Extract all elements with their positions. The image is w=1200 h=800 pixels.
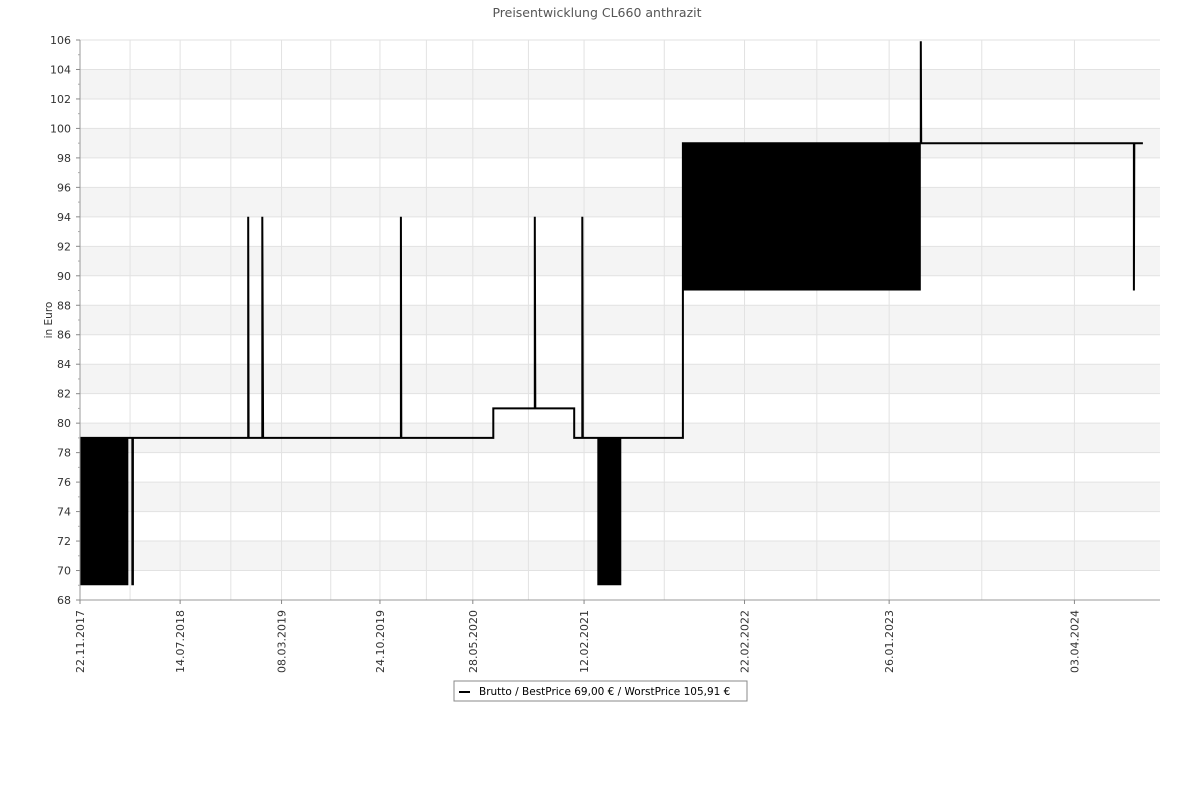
y-tick-label: 106 bbox=[50, 34, 71, 47]
x-axis-ticks: 22.11.2017 14.07.2018 08.03.2019 24.10.2019… bbox=[74, 600, 1081, 673]
price-fluctuation-band bbox=[597, 437, 622, 586]
price-fluctuation-band bbox=[80, 437, 129, 586]
price-fluctuation-band bbox=[131, 437, 134, 586]
grid-band bbox=[80, 364, 1160, 394]
grid-band bbox=[80, 305, 1160, 335]
x-tick-label: 12.02.2021 bbox=[578, 610, 591, 673]
x-tick-label: 28.05.2020 bbox=[467, 610, 480, 673]
x-tick-label: 03.04.2024 bbox=[1068, 610, 1081, 673]
legend-box bbox=[453, 680, 748, 702]
y-tick-label: 96 bbox=[57, 181, 71, 194]
legend: Brutto / BestPrice 69,00 € / WorstPrice … bbox=[453, 680, 748, 702]
y-tick-label: 98 bbox=[57, 152, 71, 165]
y-tick-label: 68 bbox=[57, 594, 71, 607]
x-tick-label: 14.07.2018 bbox=[174, 610, 187, 673]
y-tick-label: 86 bbox=[57, 329, 71, 342]
chart-title: Preisentwicklung CL660 anthrazit bbox=[492, 5, 701, 20]
y-tick-label: 92 bbox=[57, 240, 71, 253]
grid-band bbox=[80, 69, 1160, 99]
grid-band bbox=[80, 246, 1160, 276]
y-tick-label: 94 bbox=[57, 211, 71, 224]
y-tick-label: 70 bbox=[57, 565, 71, 578]
y-tick-label: 82 bbox=[57, 388, 71, 401]
y-tick-label: 90 bbox=[57, 270, 71, 283]
x-tick-label: 24.10.2019 bbox=[374, 610, 387, 673]
price-series bbox=[80, 41, 1143, 586]
y-tick-label: 74 bbox=[57, 506, 71, 519]
y-tick-label: 78 bbox=[57, 447, 71, 460]
y-tick-label: 80 bbox=[57, 417, 71, 430]
y-tick-label: 102 bbox=[50, 93, 71, 106]
y-tick-label: 88 bbox=[57, 299, 71, 312]
alternating-bands bbox=[80, 69, 1160, 571]
y-axis-ticks: 68 70 72 74 76 78 80 82 84 86 88 90 92 94 96 98 100 102 10… bbox=[50, 34, 80, 607]
grid-band bbox=[80, 187, 1160, 217]
y-axis-label: in Euro bbox=[43, 302, 55, 339]
x-tick-label: 08.03.2019 bbox=[276, 610, 289, 673]
x-tick-label: 22.02.2022 bbox=[739, 610, 752, 673]
price-line bbox=[80, 41, 1143, 439]
y-tick-label: 76 bbox=[57, 476, 71, 489]
y-tick-label: 84 bbox=[57, 358, 71, 371]
x-tick-label: 26.01.2023 bbox=[883, 610, 896, 673]
legend-entry: Brutto / BestPrice 69,00 € / WorstPrice … bbox=[479, 686, 730, 698]
price-fluctuation-band bbox=[682, 143, 921, 291]
y-tick-label: 72 bbox=[57, 535, 71, 548]
x-tick-label: 22.11.2017 bbox=[74, 610, 87, 673]
y-tick-label: 104 bbox=[50, 63, 71, 76]
y-tick-label: 100 bbox=[50, 122, 71, 135]
